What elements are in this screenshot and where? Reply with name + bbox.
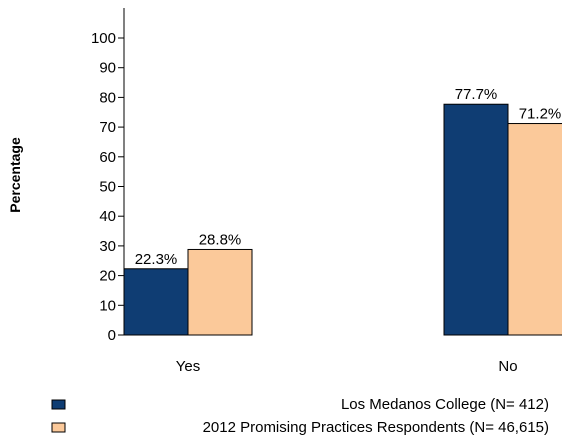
- y-tick-label: 80: [99, 89, 116, 106]
- x-category-label: Yes: [176, 358, 200, 375]
- data-label: 28.8%: [199, 231, 242, 248]
- y-axis: 0 10 20 30 40 50 60 70 80 90 100: [91, 8, 125, 344]
- data-label: 71.2%: [519, 106, 562, 123]
- bars: 22.3% 28.8% 77.7% 71.2%: [123, 86, 562, 336]
- x-axis: Yes No: [176, 358, 518, 375]
- y-tick-label: 60: [99, 149, 116, 166]
- legend: Los Medanos College (N= 412) 2012 Promisi…: [51, 396, 549, 436]
- bar-no-series-1: [443, 103, 509, 336]
- legend-swatch: [51, 422, 66, 433]
- y-tick-label: 100: [91, 30, 116, 47]
- bar-no-series-2: [507, 123, 562, 336]
- legend-label: Los Medanos College (N= 412): [341, 396, 549, 413]
- legend-label: 2012 Promising Practices Respondents (N=…: [203, 419, 549, 436]
- legend-swatch: [51, 399, 66, 410]
- y-tick-label: 90: [99, 60, 116, 77]
- y-tick-label: 20: [99, 268, 116, 285]
- bar-yes-series-1: [123, 268, 189, 336]
- y-axis-title: Percentage: [7, 137, 23, 213]
- y-tick-label: 70: [99, 119, 116, 136]
- y-tick-label: 0: [108, 327, 116, 344]
- bar-yes-series-2: [187, 248, 253, 336]
- y-tick-label: 50: [99, 179, 116, 196]
- x-category-label: No: [498, 358, 517, 375]
- data-label: 22.3%: [135, 251, 178, 268]
- y-tick-label: 30: [99, 238, 116, 255]
- y-tick-label: 10: [99, 297, 116, 314]
- data-label: 77.7%: [455, 86, 498, 103]
- y-tick-label: 40: [99, 208, 116, 225]
